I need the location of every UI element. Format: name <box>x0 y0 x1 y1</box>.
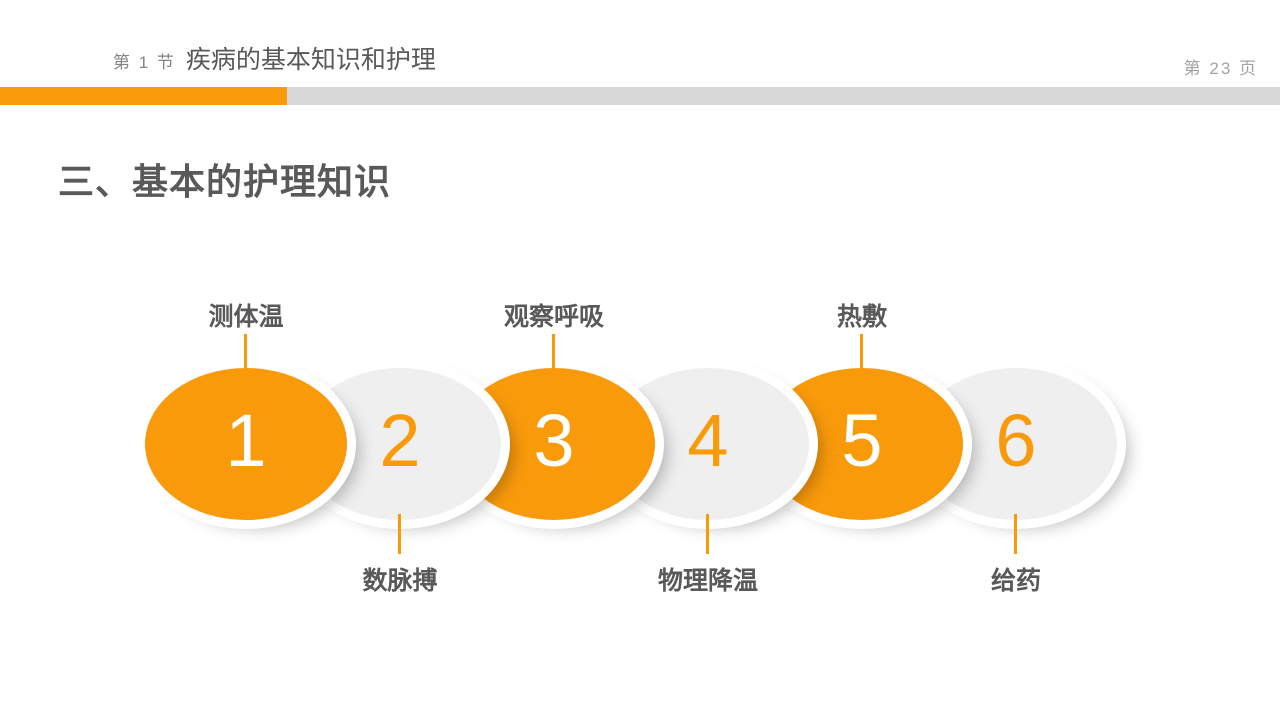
page-number: 第 23 页 <box>1183 59 1258 78</box>
step-connector-line <box>244 334 247 374</box>
section-number-label: 第 1 节 <box>113 53 176 72</box>
step-number: 5 <box>841 399 883 482</box>
step-label: 数脉搏 <box>362 566 438 595</box>
section-title: 疾病的基本知识和护理 <box>185 46 436 74</box>
step-number: 4 <box>687 399 729 482</box>
step-connector-line <box>1014 514 1017 554</box>
slide-title: 三、基本的护理知识 <box>58 161 392 202</box>
step-label: 热敷 <box>836 303 888 331</box>
step-label: 物理降温 <box>657 566 759 595</box>
slide-header: 第 1 节 疾病的基本知识和护理 <box>113 40 436 76</box>
header-accent-bar <box>0 87 1280 105</box>
step-connector-line <box>552 334 555 374</box>
step-number: 1 <box>225 399 267 482</box>
accent-bar-orange-segment <box>0 87 287 105</box>
accent-bar-gray-segment <box>287 87 1280 105</box>
step-number: 3 <box>533 399 575 482</box>
step-item-1: 测体温 1 <box>145 303 347 520</box>
step-ellipse: 1 <box>145 368 347 520</box>
step-number: 6 <box>995 399 1037 482</box>
step-label: 给药 <box>990 566 1042 595</box>
step-label: 观察呼吸 <box>503 303 605 331</box>
step-item-4: 物理降温 4 <box>607 368 809 595</box>
step-ellipse: 4 <box>607 368 809 520</box>
step-connector-line <box>860 334 863 374</box>
step-label: 测体温 <box>208 303 284 331</box>
step-connector-line <box>398 514 401 554</box>
step-connector-line <box>706 514 709 554</box>
step-number: 2 <box>379 399 421 482</box>
